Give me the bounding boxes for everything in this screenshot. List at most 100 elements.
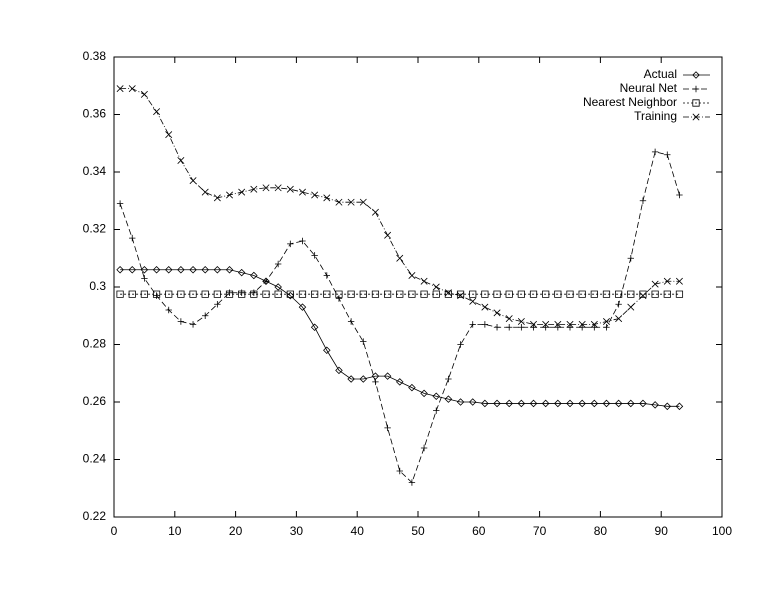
data-point (663, 402, 672, 411)
data-point (408, 272, 416, 279)
data-point (457, 292, 465, 300)
data-point (189, 290, 197, 298)
data-point (335, 366, 343, 375)
data-point (627, 399, 635, 408)
data-point (250, 185, 258, 193)
data-point (493, 290, 501, 298)
data-point (359, 290, 367, 298)
data-point (541, 399, 550, 408)
data-point (663, 277, 671, 285)
data-point (457, 341, 464, 348)
data-point (371, 208, 379, 216)
data-point (323, 290, 331, 298)
legend-label: Nearest Neighbor (583, 95, 677, 109)
data-point (578, 399, 586, 408)
data-point (481, 290, 489, 298)
data-point (517, 399, 526, 408)
data-point (433, 407, 440, 414)
data-point (445, 375, 452, 383)
data-point (140, 265, 149, 274)
data-point (347, 290, 355, 298)
data-point (615, 301, 622, 308)
x-tick-label: 80 (594, 524, 608, 538)
data-point (517, 290, 525, 298)
data-point (225, 265, 234, 274)
data-point (287, 240, 294, 248)
data-point (590, 399, 599, 408)
data-point (481, 399, 489, 408)
legend-marker (692, 71, 700, 79)
x-tick-label: 60 (472, 524, 486, 538)
data-point (444, 290, 452, 298)
data-point (518, 324, 525, 331)
data-point (469, 321, 476, 328)
data-point (347, 318, 355, 325)
data-point (566, 320, 574, 328)
data-point (213, 290, 221, 298)
data-point (614, 399, 623, 408)
data-point (408, 290, 416, 298)
data-point (250, 289, 258, 296)
data-point (128, 265, 137, 274)
data-point (651, 148, 659, 156)
data-point (262, 184, 270, 192)
data-point (214, 301, 221, 308)
data-point (505, 399, 513, 408)
data-point (627, 290, 635, 298)
data-point (444, 289, 452, 297)
data-point (675, 290, 684, 298)
data-point (602, 290, 611, 298)
data-point (164, 265, 173, 274)
data-point (591, 324, 598, 331)
data-point (590, 290, 598, 298)
data-point (237, 268, 246, 277)
data-point (359, 198, 367, 206)
data-point (675, 277, 683, 285)
data-point (274, 184, 282, 192)
data-point (189, 265, 197, 274)
y-tick-label: 0.28 (83, 337, 107, 351)
data-point (542, 320, 550, 328)
data-point (469, 290, 477, 298)
data-point (676, 191, 683, 199)
data-point (578, 324, 586, 331)
data-point (372, 378, 379, 386)
data-point (116, 200, 124, 207)
y-tick-label: 0.34 (83, 164, 107, 178)
data-point (493, 324, 501, 331)
data-point (371, 290, 380, 298)
data-point (152, 290, 161, 298)
data-point (384, 424, 391, 432)
data-point (481, 303, 489, 311)
data-point (238, 188, 246, 196)
data-point (299, 237, 306, 245)
data-point (286, 290, 294, 298)
data-point (530, 324, 537, 331)
data-point (347, 375, 355, 383)
y-tick-label: 0.3 (89, 279, 106, 293)
data-point (311, 191, 319, 199)
data-point (311, 290, 319, 298)
legend-marker (692, 99, 700, 107)
data-point (141, 275, 148, 282)
legend-label: Actual (644, 67, 677, 81)
data-point (189, 177, 197, 185)
data-point (177, 318, 185, 325)
data-point (420, 277, 428, 285)
data-point (189, 321, 197, 328)
data-point (116, 265, 124, 274)
data-point (116, 85, 124, 93)
data-point (116, 290, 124, 298)
data-point (651, 280, 659, 288)
data-point (152, 265, 161, 274)
data-point (639, 290, 647, 298)
x-tick-label: 10 (168, 524, 182, 538)
data-point (651, 401, 659, 409)
series-line (120, 88, 680, 325)
data-point (335, 290, 343, 298)
data-point (639, 292, 647, 300)
x-tick-label: 20 (229, 524, 243, 538)
data-point (663, 290, 671, 298)
data-point (554, 290, 562, 298)
